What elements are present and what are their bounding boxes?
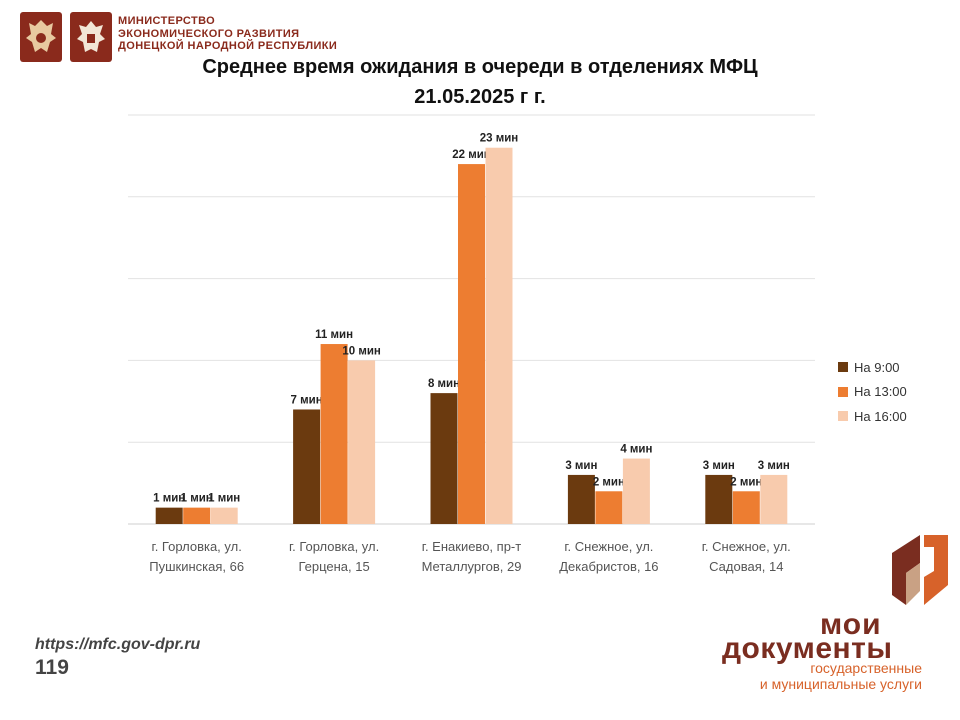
legend-swatch — [838, 386, 848, 397]
republic-emblem-icon — [70, 12, 112, 62]
bar — [320, 344, 348, 524]
data-label: 11 мин — [315, 329, 353, 341]
data-label: 3 мин — [758, 460, 790, 472]
legend-item: На 9:00 — [838, 355, 907, 380]
phone-number: 119 — [35, 656, 69, 679]
brand-name-line-2: документы — [722, 632, 893, 665]
legend-swatch — [838, 411, 848, 422]
category-label: Садовая, 14 — [709, 559, 783, 574]
data-label: 3 мин — [703, 460, 735, 472]
brand-tagline-line: государственные — [810, 660, 922, 676]
legend-label: На 13:00 — [854, 384, 907, 400]
data-label: 1 мин — [208, 493, 240, 505]
bar — [705, 474, 733, 524]
data-label: 1 мин — [181, 493, 213, 505]
data-label: 2 мин — [593, 476, 625, 488]
data-label: 22 мин — [452, 149, 491, 161]
moi-dokumenty-logo-icon — [892, 535, 948, 605]
category-label: г. Енакиево, пр-т — [422, 539, 521, 554]
bar — [485, 147, 513, 524]
bar — [595, 491, 623, 524]
bar — [622, 458, 650, 524]
bar — [458, 164, 485, 524]
bar — [430, 393, 458, 524]
data-label: 2 мин — [730, 476, 762, 488]
data-label: 4 мин — [620, 444, 652, 456]
data-label: 8 мин — [428, 378, 460, 390]
category-label: Декабристов, 16 — [559, 559, 658, 574]
category-label: г. Снежное, ул. — [702, 539, 791, 554]
website-link[interactable]: https://mfc.gov-dpr.ru — [35, 636, 201, 653]
data-label: 3 мин — [565, 460, 597, 472]
category-label: г. Горловка, ул. — [289, 539, 379, 554]
category-label: Пушкинская, 66 — [149, 559, 244, 574]
brand-tagline: государственные и муниципальные услуги — [722, 660, 922, 692]
bar — [760, 474, 788, 524]
legend-label: На 16:00 — [854, 408, 907, 424]
bar — [183, 507, 211, 524]
chart-legend: На 9:00 На 13:00 На 16:00 — [838, 355, 907, 429]
ministry-name: МИНИСТЕРСТВО ЭКОНОМИЧЕСКОГО РАЗВИТИЯ ДОН… — [118, 15, 337, 53]
legend-swatch — [838, 362, 848, 373]
bar — [732, 491, 760, 524]
coat-of-arms-icon — [20, 12, 62, 62]
ministry-line: ЭКОНОМИЧЕСКОГО РАЗВИТИЯ — [118, 27, 300, 40]
chart-title: Среднее время ожидания в очереди в отдел… — [202, 56, 758, 78]
ministry-line: ДОНЕЦКОЙ НАРОДНОЙ РЕСПУБЛИКИ — [118, 40, 338, 52]
bar — [567, 474, 595, 524]
legend-item: На 13:00 — [838, 380, 907, 405]
category-label: г. Горловка, ул. — [152, 539, 242, 554]
bar — [348, 360, 376, 524]
brand-name-line-1: мои — [820, 608, 882, 641]
bar — [293, 409, 321, 524]
data-label: 23 мин — [480, 133, 519, 145]
data-label: 7 мин — [291, 394, 323, 406]
bar — [210, 507, 238, 524]
legend-label: На 9:00 — [854, 359, 900, 375]
category-label: Герцена, 15 — [298, 559, 369, 574]
data-label: 1 мин — [153, 493, 185, 505]
brand-tagline-line: и муниципальные услуги — [759, 676, 922, 692]
bar — [155, 507, 183, 524]
ministry-line: МИНИСТЕРСТВО — [118, 15, 216, 27]
category-label: Металлургов, 29 — [422, 559, 522, 574]
category-label: г. Снежное, ул. — [564, 539, 653, 554]
legend-item: На 16:00 — [838, 404, 907, 429]
chart-subtitle-date: 21.05.2025 г г. — [414, 86, 546, 108]
data-label: 10 мин — [342, 345, 381, 357]
